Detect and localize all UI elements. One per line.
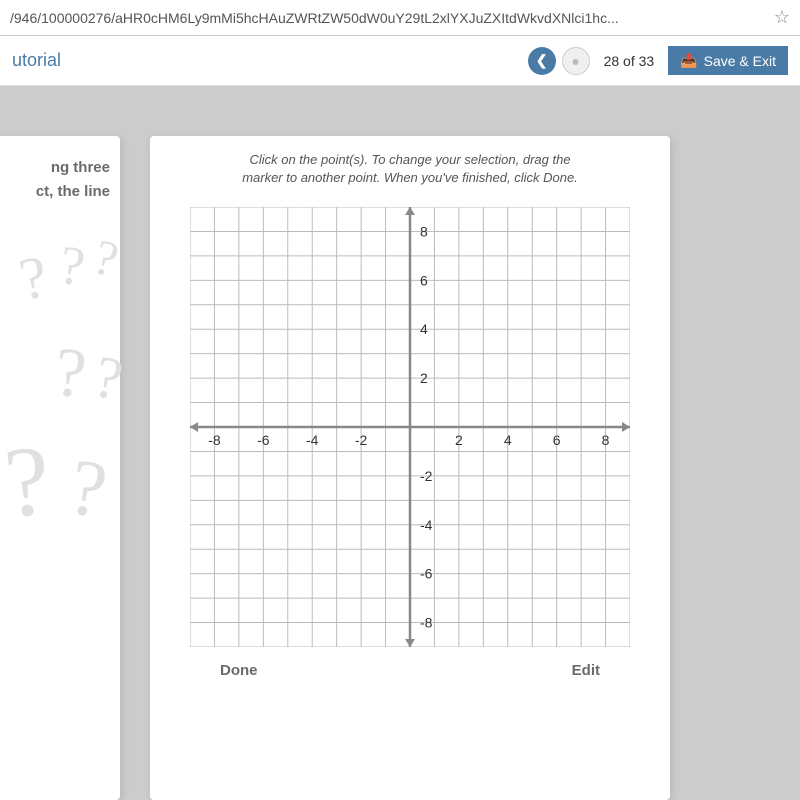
question-mark-icon: ? — [56, 233, 89, 299]
save-exit-button[interactable]: 📤 Save & Exit — [668, 46, 788, 75]
svg-text:6: 6 — [420, 273, 428, 289]
svg-text:-6: -6 — [420, 566, 433, 582]
svg-text:6: 6 — [553, 432, 561, 448]
edit-button[interactable]: Edit — [572, 662, 600, 679]
left-panel: ng three ct, the line ? ? ? ? ? ? ? — [0, 136, 120, 800]
bookmark-star-icon[interactable]: ☆ — [774, 7, 790, 28]
next-button: ● — [562, 47, 590, 75]
svg-text:-2: -2 — [420, 468, 433, 484]
left-text-line2: ct, the line — [0, 180, 110, 204]
svg-text:-8: -8 — [420, 615, 433, 631]
svg-text:8: 8 — [420, 224, 428, 240]
save-exit-label: Save & Exit — [704, 53, 776, 69]
app-header: utorial ❮ ● 28 of 33 📤 Save & Exit — [0, 36, 800, 86]
grid-svg[interactable]: -8 -6 -4 -2 2 4 6 8 8 6 4 2 -2 -4 -6 -8 — [190, 207, 630, 647]
left-text-line1: ng three — [0, 156, 110, 180]
svg-text:-4: -4 — [306, 432, 319, 448]
svg-text:-6: -6 — [257, 432, 270, 448]
question-mark-icon: ? — [0, 422, 54, 540]
instruction-line2: marker to another point. When you've fin… — [242, 170, 578, 185]
done-button[interactable]: Done — [220, 662, 258, 679]
prev-button[interactable]: ❮ — [528, 47, 556, 75]
svg-text:4: 4 — [420, 322, 428, 338]
question-mark-icon: ? — [88, 227, 124, 289]
page-counter: 28 of 33 — [604, 53, 655, 69]
content-area: ng three ct, the line ? ? ? ? ? ? ? Clic… — [0, 86, 800, 800]
svg-text:2: 2 — [455, 432, 463, 448]
nav-controls: ❮ ● 28 of 33 📤 Save & Exit — [528, 46, 788, 75]
bottom-controls: Done Edit — [180, 647, 640, 679]
question-mark-icon: ? — [14, 242, 52, 315]
svg-text:-4: -4 — [420, 517, 433, 533]
browser-url-bar: /946/100000276/aHR0cHM6Ly9mMi5hcHAuZWRtZ… — [0, 0, 800, 36]
exit-arrow-icon: 📤 — [680, 52, 697, 69]
svg-text:-2: -2 — [355, 432, 368, 448]
svg-text:4: 4 — [504, 432, 512, 448]
coordinate-grid[interactable]: -8 -6 -4 -2 2 4 6 8 8 6 4 2 -2 -4 -6 -8 — [190, 207, 630, 647]
main-panel: Click on the point(s). To change your se… — [150, 136, 670, 800]
svg-text:-8: -8 — [208, 432, 221, 448]
svg-text:2: 2 — [420, 370, 428, 386]
url-text: /946/100000276/aHR0cHM6Ly9mMi5hcHAuZWRtZ… — [10, 10, 766, 26]
instruction-line1: Click on the point(s). To change your se… — [249, 152, 570, 167]
question-marks-decoration: ? ? ? ? ? ? ? — [0, 244, 110, 544]
app-title: utorial — [12, 50, 528, 71]
instructions: Click on the point(s). To change your se… — [180, 151, 640, 187]
question-mark-icon: ? — [88, 342, 128, 415]
svg-text:8: 8 — [602, 432, 610, 448]
question-mark-icon: ? — [62, 442, 113, 538]
question-mark-icon: ? — [52, 333, 90, 415]
